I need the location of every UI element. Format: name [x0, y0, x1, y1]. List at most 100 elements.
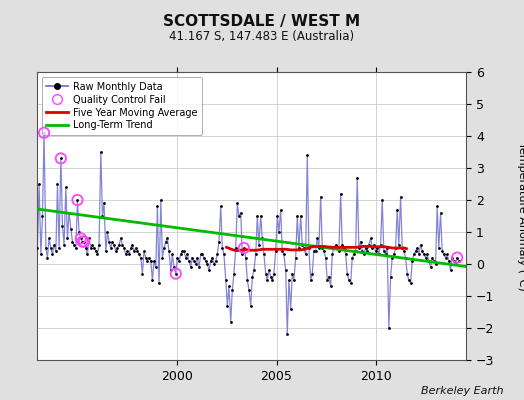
Point	[418, 248, 427, 254]
Point	[245, 286, 253, 293]
Point	[376, 242, 385, 248]
Point	[58, 222, 67, 229]
Point	[407, 280, 415, 286]
Point	[278, 248, 287, 254]
Point	[80, 238, 88, 245]
Point	[141, 254, 150, 261]
Point	[171, 270, 180, 277]
Point	[257, 213, 265, 219]
Point	[333, 245, 342, 251]
Point	[427, 264, 435, 270]
Point	[135, 251, 143, 258]
Point	[225, 283, 233, 290]
Point	[267, 274, 275, 280]
Point	[420, 251, 428, 258]
Point	[310, 248, 318, 254]
Point	[45, 235, 53, 242]
Point	[103, 229, 112, 235]
Point	[252, 251, 260, 258]
Point	[195, 264, 203, 270]
Point	[78, 238, 86, 245]
Point	[196, 251, 205, 258]
Point	[235, 213, 243, 219]
Point	[300, 245, 308, 251]
Point	[190, 258, 198, 264]
Point	[85, 235, 93, 242]
Point	[188, 254, 196, 261]
Point	[70, 242, 78, 248]
Point	[67, 226, 75, 232]
Point	[198, 251, 206, 258]
Point	[193, 254, 202, 261]
Point	[335, 248, 343, 254]
Point	[280, 251, 288, 258]
Point	[122, 251, 130, 258]
Point	[444, 258, 453, 264]
Point	[421, 254, 430, 261]
Point	[212, 258, 220, 264]
Point	[369, 242, 378, 248]
Point	[293, 213, 301, 219]
Point	[372, 248, 380, 254]
Point	[340, 245, 348, 251]
Point	[202, 258, 210, 264]
Point	[105, 238, 113, 245]
Point	[226, 318, 235, 325]
Point	[170, 264, 178, 270]
Point	[118, 242, 127, 248]
Point	[50, 242, 58, 248]
Point	[215, 238, 223, 245]
Point	[362, 245, 370, 251]
Point	[368, 245, 376, 251]
Point	[200, 254, 208, 261]
Point	[356, 238, 365, 245]
Point	[55, 245, 63, 251]
Point	[110, 242, 118, 248]
Point	[325, 274, 333, 280]
Point	[323, 277, 332, 283]
Point	[401, 254, 410, 261]
Point	[40, 130, 48, 136]
Point	[82, 245, 90, 251]
Text: Berkeley Earth: Berkeley Earth	[421, 386, 503, 396]
Point	[218, 245, 226, 251]
Point	[113, 245, 122, 251]
Point	[128, 242, 137, 248]
Point	[277, 206, 285, 213]
Point	[388, 254, 397, 261]
Point	[397, 194, 405, 200]
Point	[283, 331, 291, 338]
Point	[151, 264, 160, 270]
Point	[453, 254, 461, 261]
Point	[210, 261, 218, 267]
Point	[301, 251, 310, 258]
Point	[161, 238, 170, 245]
Point	[403, 270, 411, 277]
Legend: Raw Monthly Data, Quality Control Fail, Five Year Moving Average, Long-Term Tren: Raw Monthly Data, Quality Control Fail, …	[41, 77, 202, 135]
Point	[150, 258, 158, 264]
Point	[171, 270, 180, 277]
Point	[345, 277, 353, 283]
Point	[261, 270, 270, 277]
Point	[147, 258, 155, 264]
Point	[143, 258, 151, 264]
Point	[246, 302, 255, 309]
Point	[436, 210, 445, 216]
Point	[405, 277, 413, 283]
Point	[48, 251, 57, 258]
Point	[187, 264, 195, 270]
Point	[365, 242, 373, 248]
Point	[291, 254, 300, 261]
Point	[304, 245, 313, 251]
Point	[273, 213, 281, 219]
Point	[157, 197, 165, 203]
Point	[453, 254, 461, 261]
Point	[112, 248, 120, 254]
Point	[417, 242, 425, 248]
Point	[233, 200, 242, 206]
Point	[180, 248, 188, 254]
Point	[413, 245, 421, 251]
Point	[242, 254, 250, 261]
Point	[318, 245, 326, 251]
Point	[102, 248, 110, 254]
